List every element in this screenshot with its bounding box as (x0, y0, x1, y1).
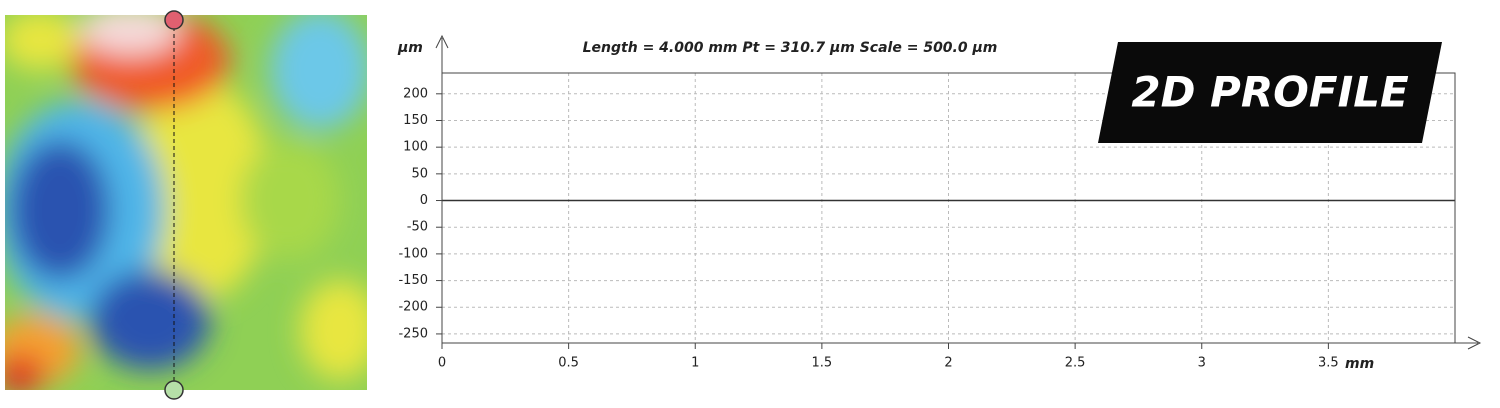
x-tick-label: 0.5 (558, 356, 579, 371)
x-tick-label: 2 (944, 356, 952, 371)
y-unit: µm (397, 40, 423, 56)
x-tick-label: 0 (438, 356, 446, 371)
x-arrow (1467, 336, 1482, 350)
x-tick-label: 1 (691, 356, 699, 371)
y-tick-label: 200 (403, 86, 428, 101)
y-tick-label: -150 (398, 273, 428, 288)
y-tick-label: 100 (403, 140, 428, 155)
x-tick-label: 1.5 (812, 356, 833, 371)
y-tick-label: -50 (407, 220, 428, 235)
x-tick-label: 2.5 (1065, 356, 1086, 371)
y-tick-label: 150 (403, 113, 428, 128)
y-arrow (435, 34, 449, 49)
height-map (5, 15, 367, 390)
badge (1098, 42, 1442, 143)
profile-chart: µm mm Length = 4.000 mm Pt = 310.7 µm Sc… (397, 34, 1482, 372)
x-tick-label: 3.5 (1318, 356, 1339, 371)
x-unit: mm (1345, 356, 1374, 372)
y-tick-label: -250 (398, 326, 428, 341)
y-tick-label: -200 (398, 300, 428, 315)
chart-title: Length = 4.000 mm Pt = 310.7 µm Scale = … (583, 40, 998, 56)
profile-end[interactable] (164, 380, 184, 400)
x-tick-label: 3 (1198, 356, 1206, 371)
y-tick-label: -100 (398, 246, 428, 261)
badge-text: 2D PROFILE (1131, 68, 1409, 117)
profile-start[interactable] (164, 10, 184, 30)
y-tick-label: 0 (420, 193, 428, 208)
y-tick-label: 50 (411, 166, 428, 181)
